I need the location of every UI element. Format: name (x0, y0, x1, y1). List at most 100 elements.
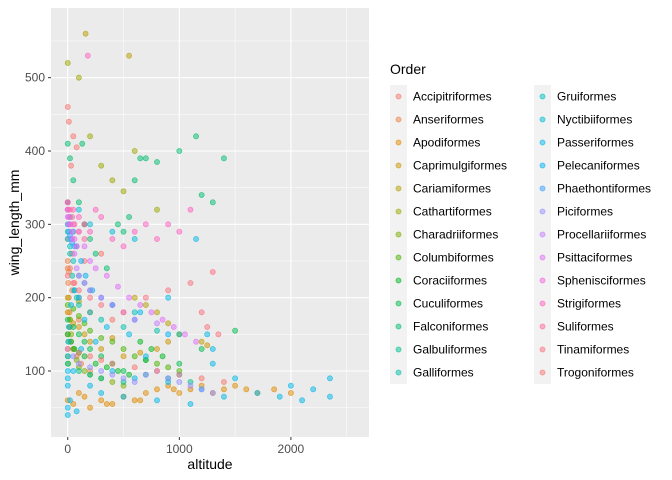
legend-key (539, 116, 546, 123)
data-point (109, 177, 116, 184)
data-point (115, 368, 121, 374)
data-point (159, 353, 166, 360)
series-psittaciformes (64, 214, 199, 345)
data-point (209, 360, 216, 367)
data-point (92, 360, 99, 367)
data-point (142, 221, 149, 228)
data-point (64, 60, 71, 66)
data-point (64, 368, 71, 374)
data-point (120, 346, 127, 352)
data-points (64, 30, 333, 418)
data-point (75, 287, 82, 294)
data-point (176, 379, 183, 385)
data-point (131, 353, 138, 360)
data-point (98, 368, 105, 374)
data-point (64, 382, 71, 389)
data-point (87, 371, 93, 378)
data-point (154, 320, 160, 327)
legend-key (539, 162, 546, 169)
data-point (65, 118, 72, 125)
data-point (165, 375, 172, 382)
data-point (81, 221, 88, 228)
data-point (70, 177, 77, 184)
legend-key (395, 254, 402, 261)
legend-key (395, 162, 402, 169)
data-point (221, 379, 227, 385)
data-point (98, 390, 105, 396)
data-point (176, 371, 183, 378)
legend-key (539, 300, 546, 307)
data-point (137, 302, 144, 308)
legend-label: Trogoniformes (557, 366, 634, 380)
legend-key (395, 231, 402, 238)
data-point (131, 364, 138, 371)
data-point (232, 382, 239, 389)
data-point (71, 250, 78, 257)
legend-label: Cathartiformes (413, 205, 492, 219)
data-point (81, 353, 88, 360)
data-point (120, 243, 127, 250)
data-point (64, 199, 71, 206)
legend-key (539, 93, 546, 100)
data-point (154, 206, 160, 213)
data-point (69, 228, 76, 235)
data-point (67, 155, 73, 162)
data-point (64, 331, 71, 338)
data-point (75, 199, 82, 206)
data-point (198, 375, 205, 382)
data-point (71, 346, 78, 352)
data-point (103, 324, 110, 330)
data-point (126, 52, 133, 59)
data-point (142, 302, 149, 308)
data-point (67, 206, 73, 213)
data-point (87, 404, 93, 411)
data-point (75, 390, 82, 396)
data-point (65, 280, 72, 286)
data-point (120, 393, 127, 400)
data-point (137, 397, 144, 404)
legend-label: Caprimulgiformes (413, 159, 507, 173)
legend-key (395, 208, 402, 215)
data-point (75, 272, 82, 279)
data-point (131, 294, 138, 301)
data-point (109, 371, 116, 378)
data-point (198, 192, 205, 198)
data-point (69, 214, 76, 220)
legend-key (395, 346, 402, 353)
data-point (75, 214, 82, 220)
data-point (81, 331, 88, 338)
series-tinamiformes (64, 269, 222, 338)
data-point (126, 371, 133, 378)
data-point (67, 397, 73, 404)
series-passeriformes (64, 236, 333, 418)
x-tick-label: 2000 (278, 442, 305, 456)
series-trogoniformes (64, 346, 227, 385)
y-tick-label: 500 (25, 71, 45, 85)
legend-label: Columbiformes (413, 251, 494, 265)
legend-key (395, 323, 402, 330)
legend-label: Cuculiformes (413, 297, 483, 311)
data-point (221, 393, 227, 400)
data-point (159, 316, 166, 323)
data-point (120, 228, 127, 235)
data-point (78, 258, 85, 264)
legend-label: Tinamiformes (557, 343, 629, 357)
data-point (193, 236, 199, 242)
legend-key (539, 208, 546, 215)
data-point (193, 338, 199, 345)
data-point (154, 346, 160, 352)
data-point (109, 316, 116, 323)
data-point (82, 30, 89, 37)
data-point (109, 302, 116, 308)
data-point (187, 382, 194, 389)
data-point (271, 386, 278, 393)
data-point (126, 294, 133, 301)
legend-label: Piciformes (557, 205, 613, 219)
data-point (299, 397, 305, 404)
series-suliformes (64, 199, 88, 242)
data-point (137, 349, 144, 356)
data-point (87, 327, 93, 334)
data-point (327, 393, 333, 400)
data-point (109, 379, 116, 385)
